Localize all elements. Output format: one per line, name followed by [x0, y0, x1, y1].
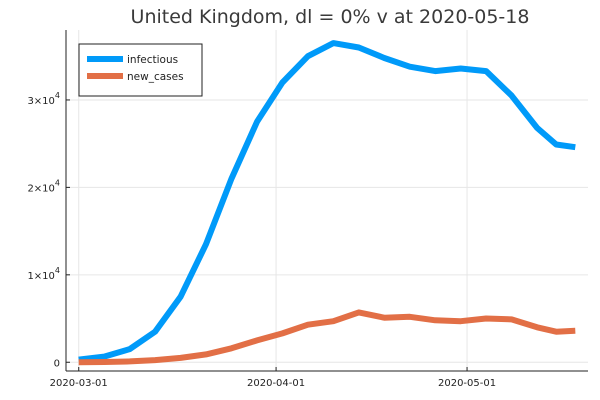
y-tick-mantissa: 0 — [54, 358, 60, 369]
y-tick-exponent: 4 — [55, 266, 60, 275]
series-layer — [78, 40, 576, 366]
y-tick-mantissa: 2×10 — [27, 183, 54, 194]
chart-title: United Kingdom, dl = 0% v at 2020-05-18 — [131, 6, 530, 28]
axis-layer — [65, 30, 588, 372]
y-tick-label: 0 — [54, 358, 60, 369]
x-tick-label: 2020-05-01 — [438, 378, 496, 389]
legend-box — [78, 43, 203, 97]
legend-label: new_cases — [127, 71, 184, 83]
legend: infectious new_cases — [78, 43, 203, 97]
y-tick-label: 1×104 — [27, 266, 60, 282]
x-tick-label: 2020-04-01 — [247, 378, 305, 389]
y-tick-label: 2×104 — [27, 178, 60, 194]
y-tick-exponent: 4 — [55, 178, 60, 187]
x-tick-label: 2020-03-01 — [50, 378, 108, 389]
y-tick-mantissa: 1×10 — [27, 271, 54, 282]
tick-layer: 2020-03-01 2020-04-01 2020-05-0101×1042×10… — [27, 91, 496, 389]
y-tick-mantissa: 3×10 — [27, 96, 54, 107]
legend-label: infectious — [127, 54, 178, 66]
y-tick-exponent: 4 — [55, 91, 60, 100]
series-line-new-cases — [78, 309, 576, 366]
y-tick-label: 3×104 — [27, 91, 60, 107]
series-line-infectious — [78, 40, 576, 363]
